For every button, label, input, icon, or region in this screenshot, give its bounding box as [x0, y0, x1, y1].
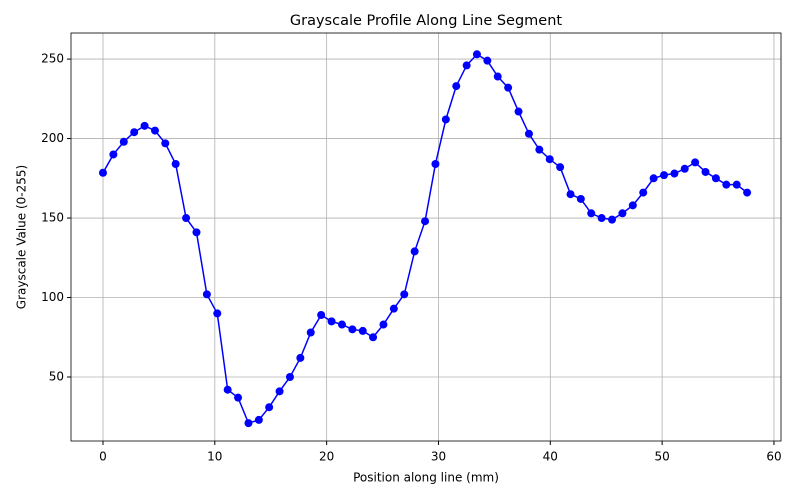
data-point — [628, 201, 637, 210]
y-tick-label: 50 — [49, 370, 64, 384]
data-point — [317, 311, 326, 320]
data-point — [691, 158, 700, 167]
data-point — [327, 317, 336, 326]
data-point — [639, 188, 648, 197]
data-point — [296, 353, 305, 362]
data-point — [483, 56, 492, 65]
data-point — [608, 215, 617, 224]
data-point — [369, 333, 378, 342]
x-tick-label: 10 — [207, 450, 222, 464]
data-point — [98, 168, 107, 177]
data-point — [400, 290, 409, 299]
data-point — [587, 209, 596, 218]
chart-title: Grayscale Profile Along Line Segment — [290, 13, 563, 29]
data-point — [150, 126, 159, 135]
data-point — [472, 50, 481, 59]
data-point — [680, 164, 689, 173]
data-point — [493, 72, 502, 81]
data-point — [722, 180, 731, 189]
data-line — [102, 53, 748, 425]
data-point — [545, 155, 554, 164]
data-point — [171, 159, 180, 168]
data-point — [337, 320, 346, 329]
y-tick-label: 250 — [41, 52, 64, 66]
data-point — [244, 419, 253, 428]
x-tick-label: 0 — [99, 450, 107, 464]
data-point — [462, 61, 471, 70]
data-point — [597, 214, 606, 223]
data-point — [109, 150, 118, 159]
data-point — [192, 228, 201, 237]
plot-frame — [70, 32, 782, 442]
data-point — [410, 247, 419, 256]
data-point — [285, 373, 294, 382]
data-point — [504, 83, 513, 92]
data-point — [452, 82, 461, 91]
data-point — [348, 325, 357, 334]
x-tick-label: 40 — [543, 450, 558, 464]
data-point — [535, 145, 544, 154]
data-point — [213, 309, 222, 318]
data-point — [358, 326, 367, 335]
y-tick-label: 150 — [41, 211, 64, 225]
data-point — [275, 387, 284, 396]
data-point — [234, 393, 243, 402]
data-point — [670, 169, 679, 178]
y-tick-label: 200 — [41, 131, 64, 145]
data-point — [265, 403, 274, 412]
data-point — [161, 139, 170, 148]
data-point — [732, 180, 741, 189]
data-point — [254, 415, 263, 424]
data-point — [306, 328, 315, 337]
data-point — [566, 190, 575, 199]
y-axis-label: Grayscale Value (0-255) — [15, 165, 29, 309]
data-point — [140, 121, 149, 130]
data-point — [649, 174, 658, 183]
data-point — [711, 174, 720, 183]
x-axis-label: Position along line (mm) — [353, 471, 499, 485]
data-point — [701, 167, 710, 176]
data-point — [441, 115, 450, 124]
x-tick-label: 60 — [766, 450, 781, 464]
x-tick-label: 30 — [431, 450, 446, 464]
x-tick-label: 50 — [654, 450, 669, 464]
data-point — [421, 217, 430, 226]
y-tick-label: 100 — [41, 290, 64, 304]
data-point — [389, 304, 398, 313]
data-point — [660, 171, 669, 180]
data-point — [379, 320, 388, 329]
data-point — [743, 188, 752, 197]
data-point — [182, 214, 191, 223]
data-point — [556, 163, 565, 172]
x-tick-label: 20 — [319, 450, 334, 464]
data-point — [576, 194, 585, 203]
data-point — [524, 129, 533, 138]
data-point — [119, 137, 128, 146]
data-point — [514, 107, 523, 116]
data-point — [223, 385, 232, 394]
data-point — [431, 159, 440, 168]
data-point — [202, 290, 211, 299]
data-point — [618, 209, 627, 218]
data-point — [130, 128, 139, 137]
